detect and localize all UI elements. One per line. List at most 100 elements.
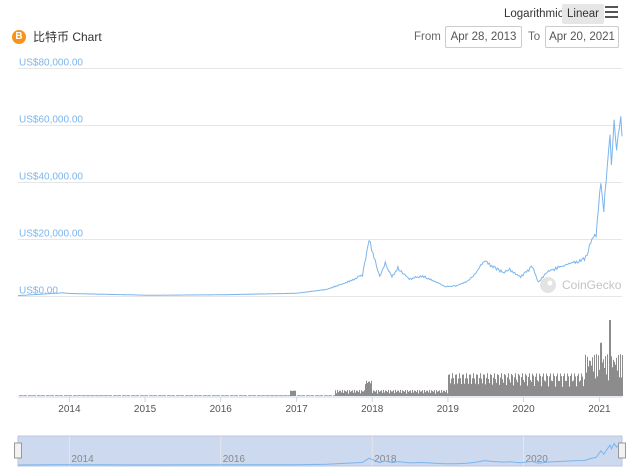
- volume-bar: [313, 395, 314, 396]
- volume-bar: [577, 375, 578, 396]
- volume-bar: [603, 359, 604, 396]
- volume-bar: [283, 395, 284, 396]
- volume-bars: [19, 320, 623, 396]
- volume-bar: [420, 391, 421, 396]
- volume-bar: [259, 395, 260, 396]
- volume-bar: [599, 369, 600, 396]
- volume-bar: [473, 373, 474, 396]
- volume-bar: [434, 390, 435, 396]
- volume-bar: [620, 354, 621, 396]
- navigator-left-handle[interactable]: [14, 442, 22, 459]
- volume-bar: [241, 395, 242, 396]
- volume-bar: [263, 395, 264, 396]
- volume-bar: [320, 395, 321, 396]
- volume-bar: [227, 395, 228, 396]
- volume-bar: [621, 377, 622, 396]
- volume-bar: [602, 362, 603, 396]
- volume-bar: [135, 395, 136, 396]
- volume-bar: [459, 373, 460, 396]
- volume-bar: [510, 382, 511, 396]
- volume-bar: [511, 373, 512, 396]
- volume-bar: [62, 395, 63, 396]
- volume-bar: [445, 392, 446, 396]
- volume-bar: [495, 379, 496, 396]
- volume-bar: [226, 395, 227, 396]
- volume-bar: [422, 390, 423, 396]
- x-tick-label: 2017: [285, 404, 308, 415]
- volume-bar: [222, 395, 223, 396]
- volume-bar: [346, 391, 347, 396]
- volume-bar: [360, 393, 361, 396]
- volume-bar: [414, 390, 415, 396]
- volume-bar: [99, 395, 100, 396]
- hamburger-menu-icon[interactable]: [605, 6, 618, 18]
- volume-bar: [372, 392, 373, 396]
- volume-bar: [31, 395, 32, 396]
- volume-bar: [126, 395, 127, 396]
- volume-bar: [564, 373, 565, 396]
- from-date-input[interactable]: [445, 26, 522, 48]
- volume-bar: [187, 395, 188, 396]
- volume-bar: [75, 395, 76, 396]
- volume-bar: [361, 390, 362, 396]
- volume-bar: [583, 386, 584, 396]
- volume-bar: [212, 395, 213, 396]
- volume-bar: [388, 389, 389, 396]
- volume-bar: [456, 374, 457, 396]
- volume-bar: [474, 378, 475, 396]
- volume-bar: [432, 391, 433, 396]
- volume-bar: [255, 395, 256, 396]
- volume-bar: [125, 395, 126, 396]
- linear-scale-button[interactable]: Linear: [562, 4, 604, 24]
- navigator-range[interactable]: [17, 435, 623, 467]
- volume-bar: [147, 395, 148, 396]
- volume-bar: [402, 390, 403, 396]
- volume-bar: [118, 395, 119, 396]
- volume-bar: [35, 395, 36, 396]
- volume-bar: [115, 395, 116, 396]
- volume-bar: [66, 395, 67, 396]
- volume-bar: [214, 395, 215, 396]
- to-date-input[interactable]: [545, 26, 619, 48]
- volume-bar: [273, 395, 274, 396]
- volume-bar: [616, 357, 617, 396]
- volume-bar: [610, 320, 611, 396]
- volume-bar: [369, 381, 370, 396]
- volume-bar: [183, 395, 184, 396]
- x-tick-label: 2021: [588, 404, 611, 415]
- price-line[interactable]: [17, 116, 623, 297]
- navigator-tick-label: 2014: [71, 454, 94, 465]
- navigator[interactable]: 2014 2016 2018 2020: [14, 435, 626, 467]
- volume-bar: [517, 382, 518, 396]
- volume-bar: [413, 392, 414, 396]
- volume-bar: [70, 395, 71, 396]
- volume-bar: [483, 374, 484, 396]
- volume-bar: [91, 395, 92, 396]
- volume-bar: [232, 395, 233, 396]
- volume-bar: [198, 395, 199, 396]
- volume-bar: [138, 395, 139, 396]
- volume-bar: [540, 375, 541, 396]
- volume-bar: [399, 392, 400, 396]
- volume-bar: [116, 395, 117, 396]
- volume-bar: [555, 386, 556, 396]
- volume-bar: [618, 355, 619, 396]
- volume-bar: [439, 390, 440, 396]
- volume-bar: [541, 386, 542, 396]
- volume-bar: [279, 395, 280, 396]
- volume-bar: [223, 395, 224, 396]
- volume-bar: [94, 395, 95, 396]
- volume-bar: [327, 395, 328, 396]
- navigator-right-handle[interactable]: [618, 442, 626, 459]
- volume-bar: [409, 391, 410, 396]
- logarithmic-scale-button[interactable]: Logarithmic: [504, 8, 564, 20]
- volume-bar: [335, 390, 336, 396]
- volume-bar: [622, 355, 623, 396]
- volume-bar: [400, 389, 401, 396]
- volume-bar: [46, 395, 47, 396]
- volume-bar: [182, 395, 183, 396]
- volume-bar: [554, 376, 555, 396]
- volume-bar: [359, 389, 360, 396]
- volume-bar: [375, 391, 376, 396]
- volume-bar: [204, 395, 205, 396]
